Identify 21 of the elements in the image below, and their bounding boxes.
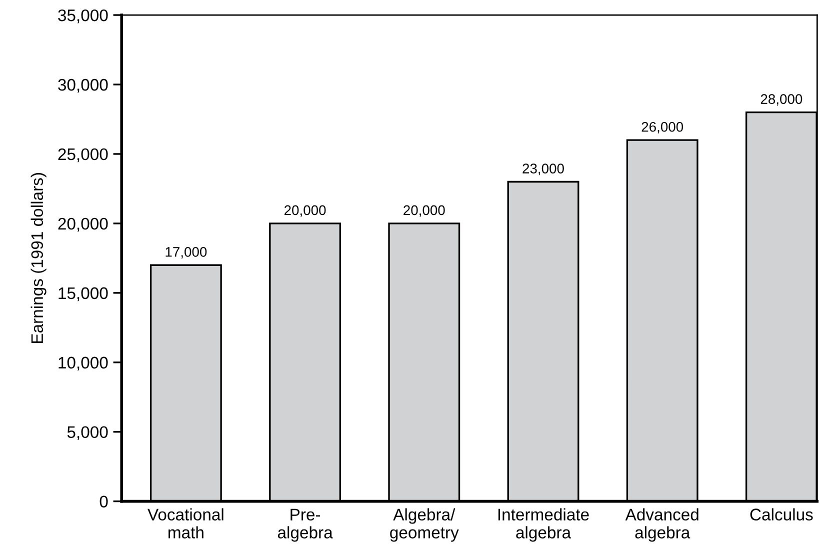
y-tick-label: 0 xyxy=(100,496,108,508)
y-tick-label: 35,000 xyxy=(58,9,108,24)
x-tick-label: Pre- algebra xyxy=(278,508,333,542)
data-label: 20,000 xyxy=(284,205,326,217)
y-tick-label: 15,000 xyxy=(58,287,108,302)
data-label: 28,000 xyxy=(760,94,802,106)
x-tick-label: Vocational math xyxy=(148,508,224,538)
x-tick-label: Calculus xyxy=(750,508,813,520)
x-tick-label: Intermediate algebra xyxy=(498,508,589,542)
x-tick-label: Advanced algebra xyxy=(625,508,698,542)
data-label: 23,000 xyxy=(522,164,564,176)
y-tick-label: 10,000 xyxy=(58,356,108,371)
data-label: 20,000 xyxy=(404,205,445,217)
y-tick-label: 5,000 xyxy=(67,426,108,440)
y-tick-label: 25,000 xyxy=(58,148,108,162)
data-label: 26,000 xyxy=(642,122,684,134)
y-axis-title: Earnings (1991 dollars) xyxy=(30,173,46,343)
y-tick-label: 30,000 xyxy=(58,78,108,93)
x-tick-label: Algebra/ geometry xyxy=(390,508,459,542)
y-tick-label: 20,000 xyxy=(58,218,108,232)
data-label: 17,000 xyxy=(166,246,207,258)
